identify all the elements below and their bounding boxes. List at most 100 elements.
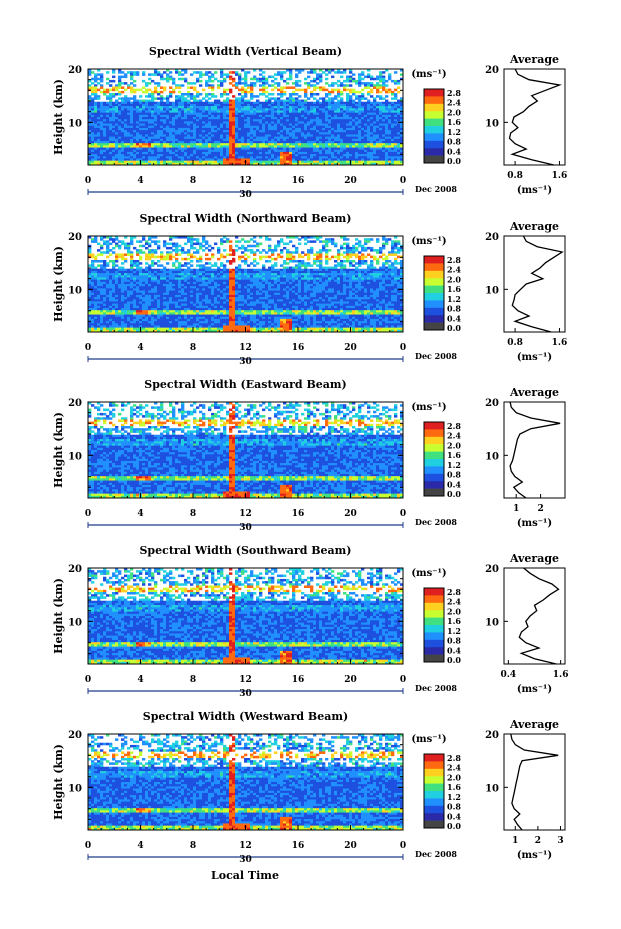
- heatmap-cell: [202, 117, 206, 120]
- heatmap-cell: [124, 242, 128, 246]
- heatmap-cell: [208, 71, 212, 74]
- heatmap-cell: [175, 321, 179, 324]
- heatmap-cell: [340, 156, 344, 159]
- heatmap-cell: [358, 79, 362, 83]
- heatmap-cell: [202, 106, 206, 109]
- heatmap-cell: [121, 288, 125, 291]
- heatmap-cell: [157, 147, 161, 151]
- heatmap-cell: [97, 73, 101, 76]
- heatmap-cell: [166, 305, 170, 309]
- heatmap-cell: [100, 244, 104, 248]
- heatmap-cell: [205, 162, 209, 166]
- heatmap-cell: [250, 138, 254, 142]
- heatmap-cell: [136, 132, 140, 135]
- heatmap-cell: [307, 110, 311, 113]
- heatmap-cell: [154, 112, 158, 116]
- heatmap-cell: [343, 147, 347, 151]
- heatmap-cell: [373, 158, 377, 161]
- heatmap-cell: [130, 119, 134, 122]
- heatmap-cell: [343, 88, 347, 92]
- heatmap-cell: [337, 143, 341, 146]
- heatmap-cell: [352, 90, 356, 94]
- heatmap-cell: [256, 121, 260, 124]
- heatmap-cell: [265, 147, 269, 151]
- heatmap-cell: [175, 136, 179, 140]
- heatmap-cell: [160, 147, 164, 151]
- heatmap-cell: [184, 123, 188, 127]
- colorbar-tick-label: 0.4: [447, 146, 461, 156]
- heatmap-cell: [394, 82, 398, 85]
- heatmap-cell: [163, 321, 167, 324]
- heatmap-cell: [124, 257, 128, 261]
- heatmap-cell: [157, 305, 161, 309]
- heatmap-cell: [400, 154, 404, 157]
- heatmap-cell: [94, 294, 98, 298]
- heatmap-cell: [154, 130, 158, 133]
- heatmap-cell: [127, 273, 131, 276]
- heatmap-cell: [130, 154, 134, 157]
- heatmap-cell: [124, 151, 128, 155]
- heatmap-cell: [349, 132, 353, 135]
- heatmap-cell: [205, 141, 209, 144]
- heatmap-cell: [373, 151, 377, 155]
- heatmap-cell: [391, 149, 395, 153]
- heatmap-cell: [355, 136, 359, 140]
- heatmap-cell: [226, 130, 230, 133]
- heatmap-cell: [391, 154, 395, 157]
- heatmap-cell: [349, 103, 353, 107]
- heatmap-cell: [142, 303, 146, 307]
- heatmap-cell: [100, 117, 104, 120]
- heatmap-cell: [91, 238, 95, 241]
- heatmap-cell: [217, 145, 221, 148]
- heatmap-cell: [202, 119, 206, 122]
- heatmap-cell: [133, 301, 137, 304]
- heatmap-cell: [130, 301, 134, 304]
- heatmap-cell: [322, 117, 326, 120]
- heatmap-cell: [130, 112, 134, 116]
- heatmap-cell: [157, 277, 161, 280]
- heatmap-cell: [343, 136, 347, 140]
- heatmap-cell: [97, 249, 101, 252]
- heatmap-cell: [148, 145, 152, 148]
- heatmap-cell: [94, 290, 98, 294]
- heatmap-cell: [106, 270, 110, 274]
- heatmap-cell: [199, 121, 203, 124]
- heatmap-cell: [169, 117, 173, 120]
- heatmap-cell: [100, 114, 104, 118]
- heatmap-cell: [124, 108, 128, 111]
- heatmap-cell: [394, 141, 398, 144]
- heatmap-cell: [391, 79, 395, 83]
- heatmap-cell: [184, 143, 188, 146]
- heatmap-cell: [178, 97, 182, 100]
- heatmap-cell: [115, 160, 119, 164]
- heatmap-cell: [166, 286, 170, 289]
- heatmap-cell: [211, 151, 215, 155]
- heatmap-cell: [130, 253, 134, 256]
- heatmap-cell: [166, 288, 170, 291]
- heatmap-cell: [124, 314, 128, 318]
- heatmap-cell: [229, 114, 233, 118]
- heatmap-cell: [112, 149, 116, 153]
- heatmap-cell: [181, 73, 185, 76]
- heatmap-cell: [367, 108, 371, 111]
- heatmap-cell: [124, 292, 128, 296]
- heatmap-cell: [244, 158, 248, 161]
- heatmap-cell: [265, 154, 269, 157]
- heatmap-cell: [130, 321, 134, 324]
- heatmap-cell: [391, 156, 395, 159]
- heatmap-cell: [94, 240, 98, 243]
- heatmap-cell: [397, 138, 401, 142]
- heatmap-cell: [364, 125, 368, 129]
- heatmap-cell: [370, 130, 374, 133]
- heatmap-cell: [337, 138, 341, 142]
- heatmap-cell: [355, 101, 359, 105]
- heatmap-cell: [124, 114, 128, 118]
- heatmap-cell: [358, 110, 362, 113]
- heatmap-cell: [292, 127, 296, 131]
- heatmap-cell: [220, 154, 224, 157]
- heatmap-cell: [130, 110, 134, 113]
- heatmap-cell: [400, 114, 404, 118]
- heatmap-cell: [175, 147, 179, 151]
- heatmap-cell: [103, 110, 107, 113]
- heatmap-cell: [106, 88, 110, 92]
